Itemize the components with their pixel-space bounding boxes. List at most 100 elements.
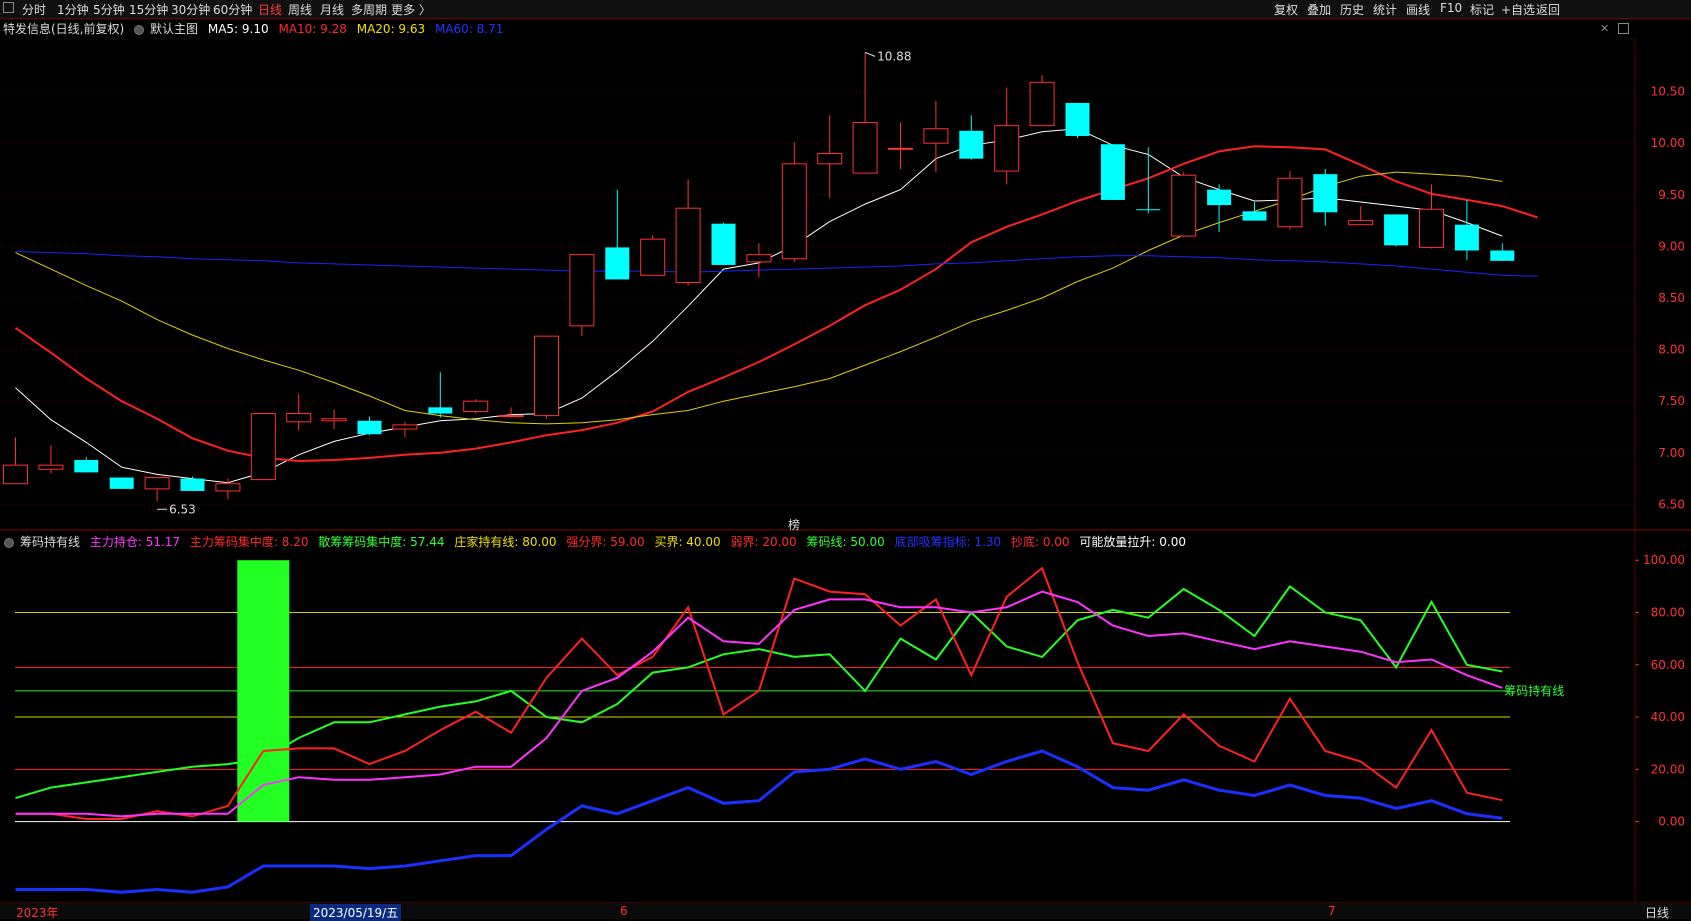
date-selected[interactable]: 2023/05/19/五 [310,904,402,921]
candle-body [1277,177,1303,228]
ma60-value: MA60: 8.71 [434,22,504,36]
candle-body [959,130,984,159]
indicator-name[interactable]: 筹码持有线 [20,535,81,549]
mark-button[interactable]: 标记 [1470,3,1495,17]
history-button[interactable]: 历史 [1340,3,1365,17]
ma20-value: MA20: 9.63 [356,22,426,36]
candlestick-chart: 6.50 7.00 7.50 8.00 8.50 9.00 9.50 10.00 10.50 10… [0,49,1685,516]
ma10-value: MA10: 9.28 [278,22,347,36]
candle-body [1384,214,1409,246]
dealer-line-value: 庄家持有线: 80.00 [454,535,557,549]
candle-body [215,483,241,492]
add-watchlist-button[interactable]: +自选 [1501,3,1536,17]
candle-body [498,415,524,418]
period-tab-multi[interactable]: 多周期 [351,3,388,17]
period-tab-more[interactable]: 更多 〉 [391,3,431,17]
price-annotation: 10.88 [877,49,911,63]
period-tab-daily[interactable]: 日线 [258,3,283,17]
price-tick-label: 10.50 [1651,85,1685,99]
ma5-value: MA5: 9.10 [207,22,269,36]
period-tab-15min[interactable]: 15分钟 [129,3,169,17]
candle-body [1029,81,1055,127]
overlay-button[interactable]: 叠加 [1307,3,1332,17]
indicator-tick-label: 100.00 [1643,553,1685,567]
candle-body [250,413,276,481]
indicator-line [15,584,1503,800]
candle-body [144,477,170,490]
f10-button[interactable]: F10 [1440,1,1463,15]
stock-title: 特发信息(日线,前复权) [3,22,125,36]
menu-icon[interactable] [3,2,14,13]
candle-body [923,128,949,144]
period-tab-5min[interactable]: 5分钟 [93,3,125,17]
date-july: 7 [1328,904,1336,918]
candle-body [711,223,736,265]
indicator-settings-icon[interactable] [4,537,14,548]
restore-panel-icon[interactable] [1618,23,1629,34]
period-toolbar: 分时 1分钟 5分钟 15分钟 30分钟 60分钟 日线 周线 月线 多周期 更… [0,0,1691,19]
volume-surge-value: 可能放量拉升: 0.00 [1079,535,1186,549]
candle-body [392,424,418,430]
price-tick-label: 8.00 [1658,343,1685,357]
bottom-fish-value: 抄底: 0.00 [1010,535,1070,549]
main-chart-header: 特发信息(日线,前复权) 默认主图 MA5: 9.10 MA10: 9.28 M… [0,20,1640,38]
candle-body [1100,144,1125,200]
period-tab-fenshi[interactable]: 分时 [22,3,47,17]
candle-body [640,238,666,276]
candle-body [1454,224,1479,251]
candle-body [817,153,843,165]
candle-body [605,247,630,280]
ma-line-ma20 [15,171,1503,425]
candle-body [1313,174,1338,213]
candle-body [321,418,347,422]
indicator-header: 筹码持有线 主力持仓: 51.17 主力筹码集中度: 8.20 散筹筹码集中度:… [0,533,1640,551]
candle-body [1065,102,1090,136]
candle-body [534,335,559,417]
period-tab-1min[interactable]: 1分钟 [57,3,89,17]
indicator-tick-label: 40.00 [1651,710,1685,724]
indicator-tick-label: 0.00 [1658,815,1685,829]
bottom-absorb-value: 底部吸筹指标: 1.30 [894,535,1002,549]
buy-bound-value: 买界: 40.00 [654,535,721,549]
period-tab-60min[interactable]: 60分钟 [213,3,253,17]
fuquan-button[interactable]: 复权 [1274,3,1299,17]
ma-line-ma60 [15,251,1538,277]
indicator-green-bar [237,560,290,822]
candle-body [109,477,134,489]
template-name[interactable]: 默认主图 [150,22,199,36]
ma-line-ma10 [14,145,1539,463]
price-tick-label: 7.00 [1658,446,1685,460]
weak-bound-value: 弱界: 20.00 [730,535,797,549]
close-panel-icon[interactable]: ✕ [1600,22,1610,35]
candle-body [428,407,453,414]
candle-body [1490,250,1515,261]
price-tick-label: 9.00 [1658,239,1685,253]
settings-icon[interactable] [134,24,145,35]
candle-body [74,459,99,473]
candle-body [994,125,1020,172]
candle-body [1242,211,1267,221]
candle-body [1171,174,1197,237]
candle-body [1348,220,1374,226]
period-tab-monthly[interactable]: 月线 [320,3,345,17]
candle-body [286,413,312,423]
annotation-arrow [864,51,876,57]
main-holding-value: 主力持仓: 51.17 [89,535,181,549]
period-tab-30min[interactable]: 30分钟 [171,3,211,17]
date-june: 6 [620,904,628,918]
price-tick-label: 6.50 [1658,497,1685,511]
main-concentration-value: 主力筹码集中度: 8.20 [189,535,309,549]
bang-marker[interactable]: 榜 [788,518,801,532]
indicator-tick-label: 60.00 [1651,658,1685,672]
indicator-line [15,566,1503,820]
indicator-tick-label: 80.00 [1651,606,1685,620]
candle-body [38,464,64,470]
stats-button[interactable]: 统计 [1373,3,1398,17]
indicator-line [15,749,1503,894]
period-tab-weekly[interactable]: 周线 [288,3,313,17]
candle-body [852,122,878,174]
candle-body [675,207,701,284]
back-button[interactable]: 返回 [1536,3,1561,17]
draw-line-button[interactable]: 画线 [1406,3,1431,17]
